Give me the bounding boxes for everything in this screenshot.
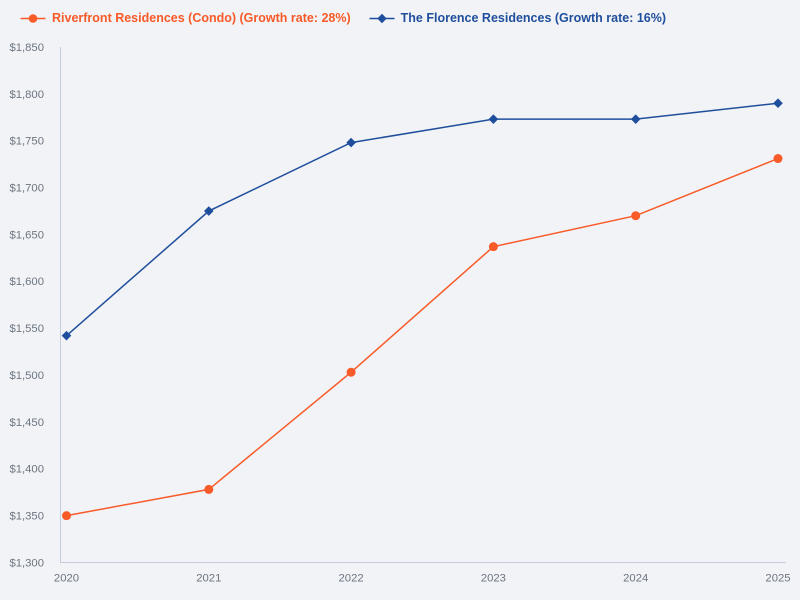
x-axis-tick-label: 2023 <box>481 573 506 585</box>
data-point[interactable] <box>773 98 783 109</box>
series-line <box>66 157 779 517</box>
x-axis-tick-label: 2021 <box>196 573 221 585</box>
data-point[interactable] <box>204 484 214 494</box>
data-point[interactable] <box>630 114 641 124</box>
y-axis-tick-label: $1,650 <box>9 229 44 241</box>
y-axis-tick-label: $1,400 <box>9 464 44 476</box>
y-axis-tick-label: $1,500 <box>9 370 44 382</box>
x-axis-tick-label: 2020 <box>54 573 79 585</box>
data-point[interactable] <box>488 242 498 252</box>
legend-circle-marker-icon <box>20 13 46 24</box>
legend-item-riverfront-residences[interactable]: Riverfront Residences (Condo) (Growth ra… <box>20 11 351 25</box>
data-point[interactable] <box>62 511 71 521</box>
y-axis-tick-label: $1,300 <box>9 557 44 569</box>
y-axis-tick-label: $1,800 <box>9 89 44 101</box>
data-point[interactable] <box>346 367 356 377</box>
legend-label-florence: The Florence Residences (Growth rate: 16… <box>400 11 667 25</box>
data-point[interactable] <box>61 330 72 341</box>
axis-lines <box>60 47 786 563</box>
data-point[interactable] <box>346 137 356 148</box>
series-line <box>66 102 779 337</box>
x-axis-tick-label: 2022 <box>339 573 364 585</box>
y-axis-tick-label: $1,700 <box>9 182 44 194</box>
y-axis-tick-label: $1,550 <box>9 323 44 335</box>
x-axis-tick-label: 2025 <box>765 573 790 585</box>
y-axis-tick-label: $1,350 <box>9 511 44 523</box>
data-point[interactable] <box>204 206 214 216</box>
y-axis-tick-label: $1,750 <box>9 136 44 148</box>
data-point[interactable] <box>773 154 783 164</box>
legend-label-riverfront: Riverfront Residences (Condo) (Growth ra… <box>52 11 351 25</box>
legend-diamond-marker-icon <box>369 13 395 24</box>
x-axis-tick-label: 2024 <box>623 573 648 585</box>
legend-item-florence-residences[interactable]: The Florence Residences (Growth rate: 16… <box>369 11 666 25</box>
data-point[interactable] <box>631 211 641 221</box>
chart-legend: Riverfront Residences (Condo) (Growth ra… <box>20 7 666 29</box>
data-point[interactable] <box>488 114 499 124</box>
y-axis-tick-label: $1,600 <box>9 276 44 288</box>
y-axis-tick-label: $1,850 <box>9 42 44 54</box>
y-axis-tick-label: $1,450 <box>9 417 44 429</box>
